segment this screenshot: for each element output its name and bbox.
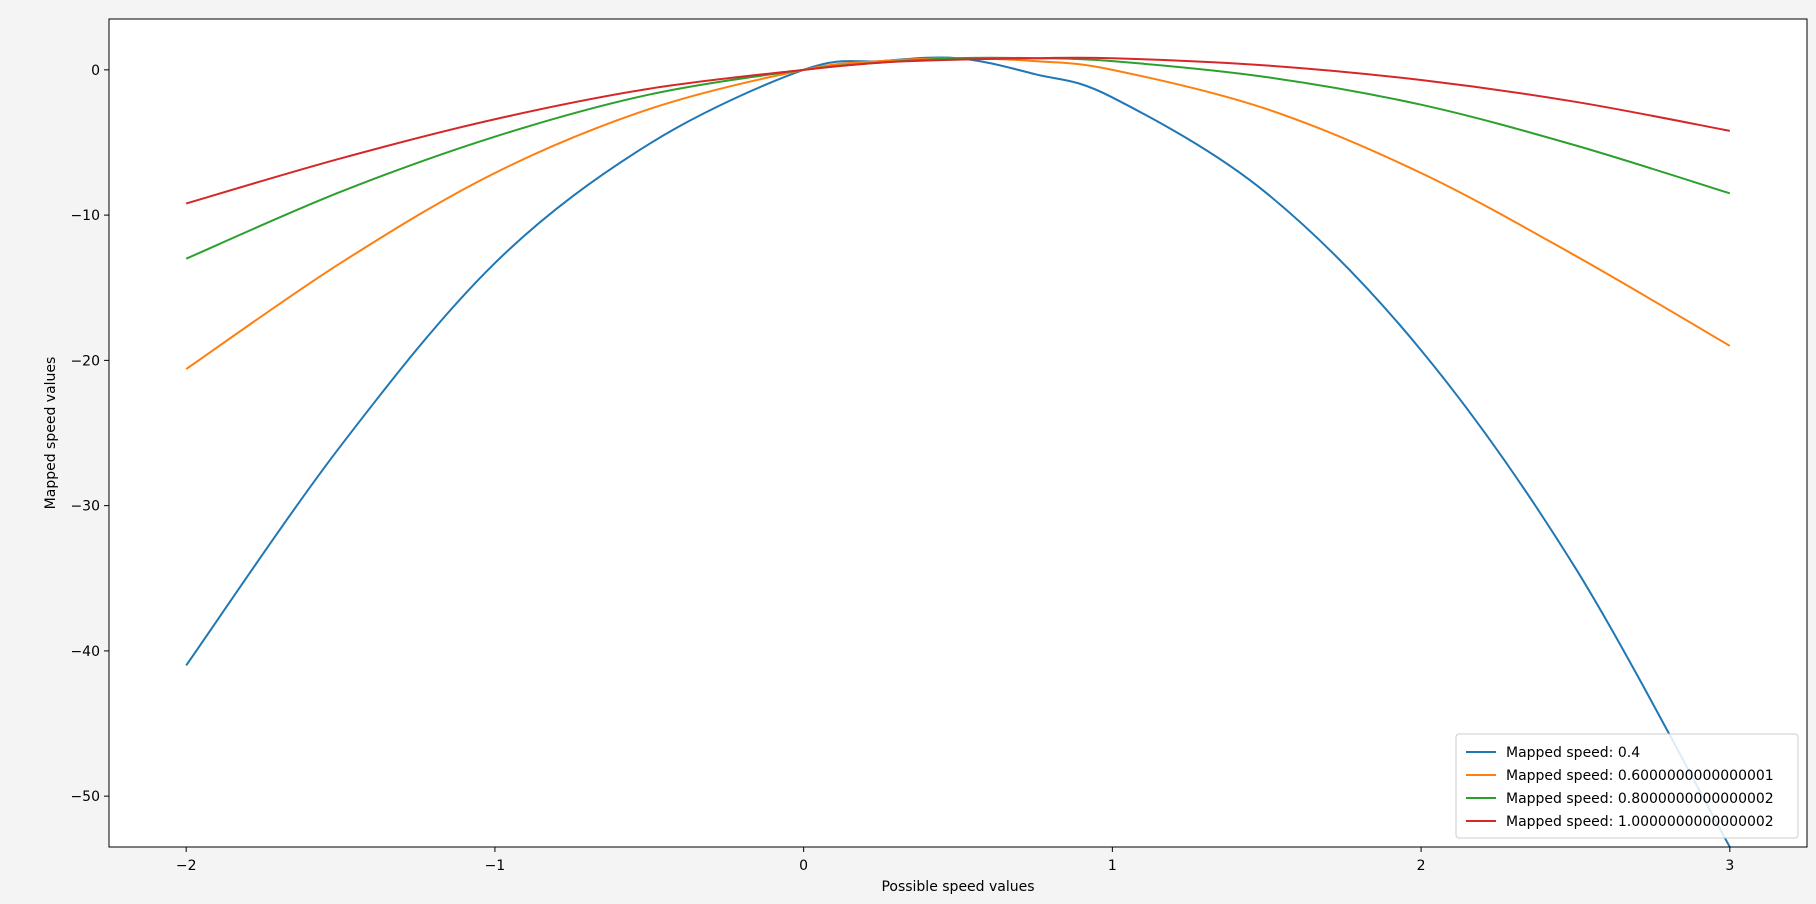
- x-tick-label: −2: [176, 858, 197, 874]
- x-axis-title: Possible speed values: [881, 879, 1034, 895]
- y-tick-label: 0: [91, 63, 100, 79]
- y-tick-label: −20: [70, 353, 100, 369]
- legend-label-2: Mapped speed: 0.6000000000000001: [1506, 768, 1774, 784]
- y-axis-title: Mapped speed values: [43, 357, 59, 510]
- legend-label-4: Mapped speed: 1.0000000000000002: [1506, 814, 1774, 830]
- legend: Mapped speed: 0.4 Mapped speed: 0.6000000…: [1455, 733, 1799, 839]
- y-tick-label: −10: [70, 208, 100, 224]
- x-tick-label: 2: [1417, 858, 1426, 874]
- plot-area: [109, 19, 1807, 847]
- legend-box: [1455, 733, 1799, 839]
- x-tick-label: 1: [1108, 858, 1117, 874]
- plot-frame: [108, 18, 1808, 848]
- legend-label-1: Mapped speed: 0.4: [1506, 745, 1640, 761]
- y-tick-label: −50: [70, 789, 100, 805]
- x-tick-label: 0: [799, 858, 808, 874]
- x-tick-label: −1: [485, 858, 506, 874]
- x-tick-label: 3: [1725, 858, 1734, 874]
- x-axis: −2 −1 0 1 2 3: [176, 847, 1734, 874]
- series-layer: [185, 56, 1731, 847]
- series-line-3: [185, 56, 1731, 260]
- y-tick-label: −40: [70, 644, 100, 660]
- series-line-4: [185, 56, 1731, 205]
- legend-label-3: Mapped speed: 0.8000000000000002: [1506, 791, 1774, 807]
- y-axis: 0 −10 −20 −30 −40 −50: [70, 63, 109, 805]
- y-tick-label: −30: [70, 499, 100, 515]
